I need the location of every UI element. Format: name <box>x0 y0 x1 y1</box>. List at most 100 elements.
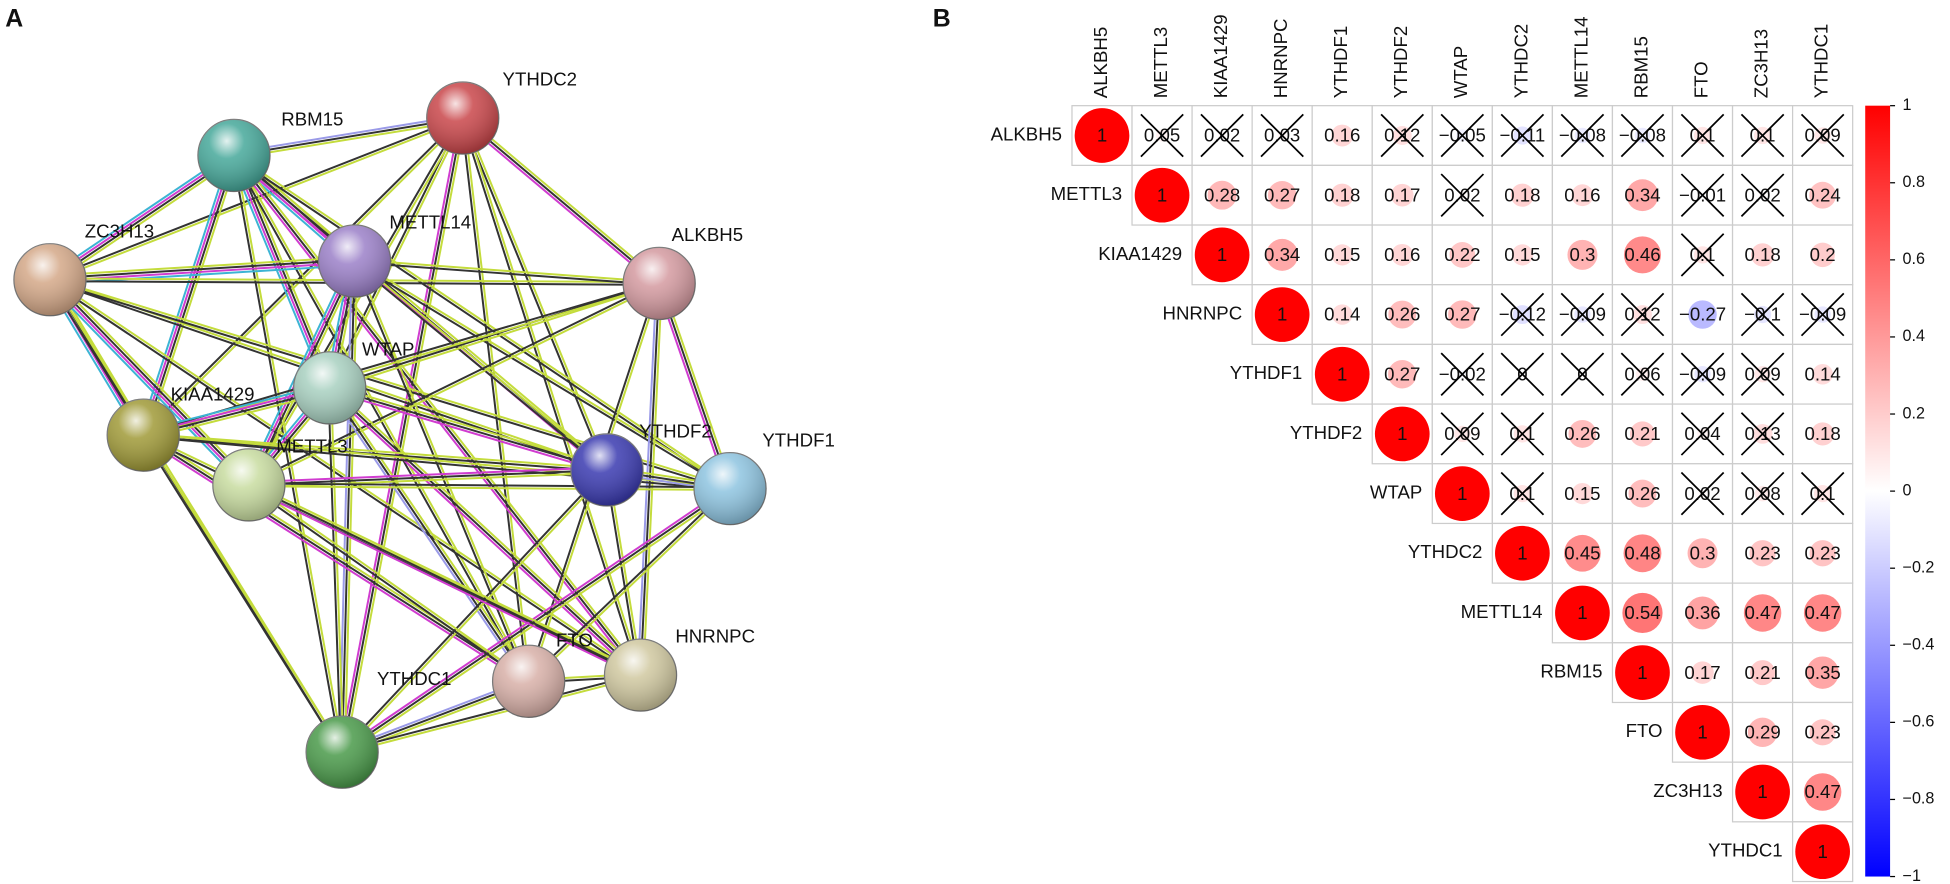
corr-label: 0.28 <box>1204 184 1240 205</box>
corr-circle <box>1735 764 1790 820</box>
panel-label: A <box>5 4 23 32</box>
edge <box>249 482 531 682</box>
node-shine <box>604 639 677 712</box>
edge <box>51 157 237 284</box>
node-label: ZC3H13 <box>85 220 154 241</box>
corr-circle <box>1810 242 1835 268</box>
row-label: RBM15 <box>1540 661 1602 682</box>
corr-circle <box>1388 360 1417 389</box>
colorbar-label: 0.6 <box>1903 250 1925 268</box>
edge <box>326 388 528 684</box>
edge <box>354 259 609 470</box>
corr-label: 0.46 <box>1624 244 1660 265</box>
cross <box>1500 352 1545 396</box>
edge <box>342 470 609 754</box>
column-label: YTHDF1 <box>1330 26 1351 98</box>
cross <box>1680 113 1725 158</box>
corr-circle <box>1809 719 1836 746</box>
node-shine <box>623 247 696 320</box>
corr-circle <box>1254 287 1310 342</box>
corr-circle <box>1331 244 1353 266</box>
cross <box>1620 113 1665 158</box>
corr-circle <box>1749 540 1776 567</box>
row-label: YTHDC2 <box>1408 541 1483 562</box>
corr-label: 0.48 <box>1624 542 1660 563</box>
node-label: YTHDF1 <box>762 429 834 450</box>
edge <box>141 436 528 685</box>
corr-label: 0.21 <box>1744 662 1780 683</box>
corr-circle <box>1628 479 1657 508</box>
corr-circle <box>1510 183 1534 207</box>
edge <box>143 433 345 753</box>
edge <box>248 468 608 486</box>
edge <box>329 387 642 676</box>
corr-label: 0.17 <box>1684 662 1720 683</box>
cross <box>1680 352 1725 396</box>
corr-circle <box>1448 300 1477 329</box>
colorbar-label: −0.8 <box>1903 790 1935 808</box>
cross <box>1440 412 1485 456</box>
corr-label: 0.16 <box>1384 244 1420 265</box>
corr-circle <box>1803 594 1842 632</box>
corr-label: 0.34 <box>1624 184 1660 205</box>
corr-label: 1 <box>1577 602 1587 623</box>
edge <box>247 485 529 684</box>
corr-label: 1 <box>1397 423 1407 444</box>
edge <box>527 486 730 682</box>
edge <box>50 278 251 485</box>
corr-circle <box>1207 180 1237 210</box>
corr-circle <box>1555 585 1610 641</box>
column-label: YTHDF2 <box>1390 26 1411 98</box>
corr-label: 0.47 <box>1805 602 1841 623</box>
corr-label: 0.26 <box>1384 304 1420 325</box>
corr-label: 0.29 <box>1744 721 1780 742</box>
column-label: WTAP <box>1450 46 1471 98</box>
colorbar-label: 0.4 <box>1903 327 1925 345</box>
node-label: METTL14 <box>389 212 471 233</box>
corr-label: 0.35 <box>1805 662 1841 683</box>
corr-circle <box>1688 300 1717 329</box>
corr-label: 0.3 <box>1569 244 1595 265</box>
edge <box>233 117 463 157</box>
cross <box>1680 173 1725 217</box>
corr-circle <box>1743 594 1782 632</box>
cross <box>1500 292 1545 337</box>
panel-label: B <box>933 4 951 32</box>
edge <box>354 261 660 286</box>
edge <box>49 256 355 277</box>
edge <box>353 261 730 491</box>
edge <box>463 117 531 682</box>
node-label: RBM15 <box>281 109 343 130</box>
edge <box>353 261 607 472</box>
node-label: YTHDF2 <box>639 421 711 442</box>
cross <box>1800 113 1845 158</box>
corr-circle <box>1806 656 1839 689</box>
cross <box>1560 352 1605 396</box>
corr-label: 1 <box>1277 304 1287 325</box>
cross <box>1620 292 1665 337</box>
node-shine <box>107 399 180 472</box>
column-label: HNRNPC <box>1270 19 1291 99</box>
corr-circle <box>1314 346 1370 402</box>
corr-circle <box>1266 238 1299 271</box>
node-shine <box>306 716 379 789</box>
corr-circle <box>1691 661 1714 684</box>
edge <box>231 155 342 753</box>
node-shine <box>293 351 366 424</box>
corr-label: 0.18 <box>1324 184 1360 205</box>
corr-label: 0.14 <box>1805 363 1841 384</box>
edge <box>343 261 359 753</box>
edge <box>342 675 642 755</box>
cross <box>1740 292 1785 337</box>
corr-circle <box>1495 525 1550 581</box>
edge <box>338 117 462 752</box>
corr-label: 1 <box>1697 721 1707 742</box>
edge <box>233 154 642 676</box>
corr-label: 0.27 <box>1264 184 1300 205</box>
corr-label: 0.18 <box>1805 423 1841 444</box>
edge <box>343 118 467 753</box>
node-shine <box>492 645 565 718</box>
edge <box>234 153 732 489</box>
corr-circle <box>1687 538 1718 569</box>
corr-circle <box>1809 181 1837 209</box>
